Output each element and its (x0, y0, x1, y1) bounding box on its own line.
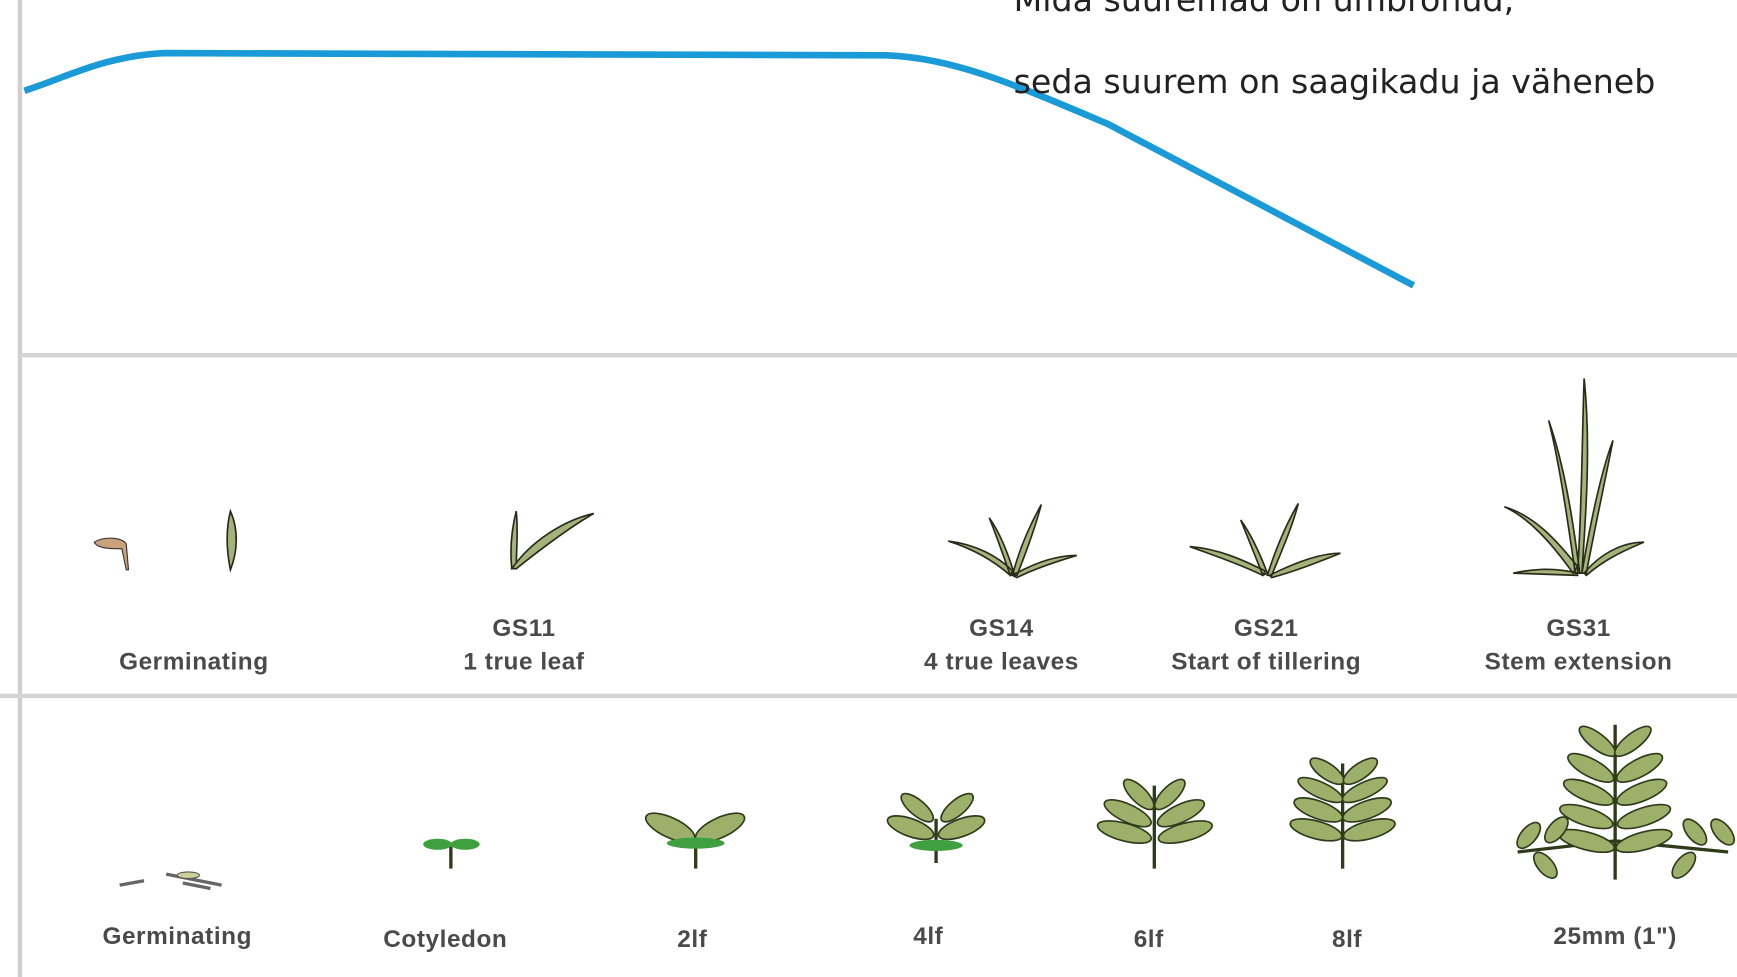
stage-label: 6lf (1134, 926, 1164, 953)
annotation: Mida suuremad on umbrohud, (1014, 0, 1515, 19)
broadleaf-icon (120, 722, 1737, 889)
stage-code: GS21 (1234, 615, 1299, 642)
leaf (1513, 819, 1545, 853)
cotyledon (423, 839, 452, 850)
leaf (511, 511, 517, 569)
seedling (120, 874, 222, 888)
leaf (948, 505, 1077, 578)
leaf (1668, 848, 1700, 882)
stage-label: Stem extension (1485, 648, 1673, 675)
stage-label: 1 true leaf (463, 648, 585, 675)
stage-label: Germinating (119, 648, 269, 675)
cotyledon (451, 839, 480, 850)
stage-label: 8lf (1332, 926, 1362, 953)
cereal-icon (94, 378, 1644, 577)
seed (177, 872, 199, 879)
annotation: seda suurem on saagikadu ja väheneb (1014, 62, 1656, 101)
stage-label: 25mm (1") (1553, 923, 1676, 950)
diagram: Mida suuremad on umbrohud, seda suurem o… (0, 0, 1737, 977)
leaf (227, 511, 236, 570)
stage-label: 4lf (913, 923, 943, 950)
stage-label: Germinating (102, 923, 252, 950)
page: Mida suuremad on umbrohud, seda suurem o… (0, 0, 1737, 977)
stage-label: Cotyledon (383, 926, 507, 953)
stage-code: GS31 (1546, 615, 1611, 642)
leaf (1614, 825, 1674, 857)
cotyledon (909, 840, 962, 851)
leaf (1679, 815, 1711, 849)
stage-label: 2lf (677, 926, 707, 953)
stage-code: GS11 (492, 615, 555, 642)
cotyledon (667, 838, 725, 849)
leaf (1707, 815, 1737, 849)
stage-label: Start of tillering (1171, 648, 1361, 675)
leaf (1529, 848, 1561, 882)
leaf-group (1513, 722, 1737, 882)
seed (94, 538, 128, 570)
stage-code: GS14 (969, 615, 1034, 642)
leaf (512, 513, 594, 568)
leaf (1190, 503, 1341, 577)
stage-label: 4 true leaves (924, 648, 1079, 675)
leaf (1504, 378, 1644, 575)
